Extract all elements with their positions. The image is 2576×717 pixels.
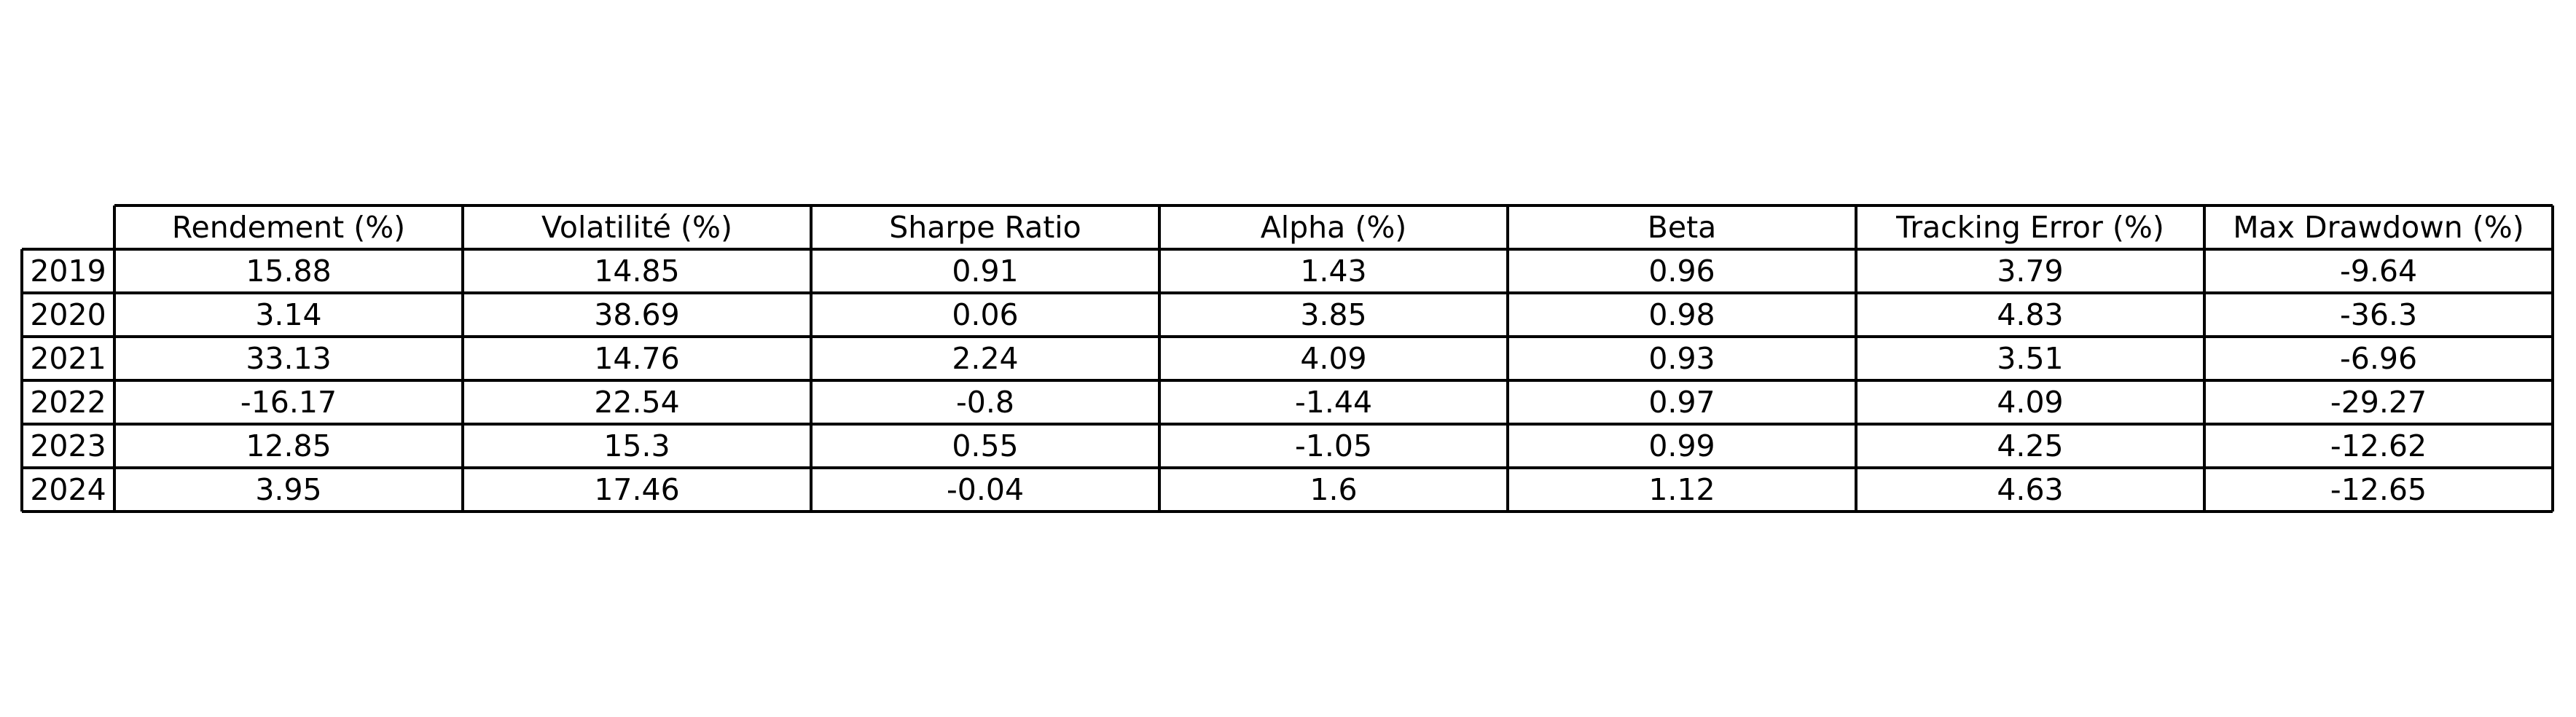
table-cell: 3.95 bbox=[255, 472, 321, 507]
table-cell: -0.8 bbox=[956, 385, 1014, 420]
table-cell: 17.46 bbox=[594, 472, 679, 507]
table-cells: Rendement (%) Volatilité (%) Sharpe Ratio A… bbox=[30, 210, 2524, 507]
table-cell: -16.17 bbox=[240, 385, 337, 420]
table-cell: 12.85 bbox=[246, 428, 331, 463]
table-cell: 3.51 bbox=[1997, 341, 2063, 376]
table-cell: 14.76 bbox=[594, 341, 679, 376]
row-label: 2023 bbox=[30, 428, 106, 463]
table-cell: 1.12 bbox=[1648, 472, 1715, 507]
table-cell: 3.85 bbox=[1300, 297, 1366, 332]
table-cell: 0.55 bbox=[952, 428, 1018, 463]
table-cell: -1.05 bbox=[1295, 428, 1372, 463]
table-cell: 4.09 bbox=[1997, 385, 2063, 420]
row-label: 2022 bbox=[30, 385, 106, 420]
table-cell: 14.85 bbox=[594, 254, 679, 289]
table-cell: 3.14 bbox=[255, 297, 321, 332]
table-cell: -9.64 bbox=[2340, 254, 2417, 289]
table-cell: 4.09 bbox=[1300, 341, 1366, 376]
column-header: Rendement (%) bbox=[172, 210, 405, 245]
table-cell: 15.3 bbox=[603, 428, 670, 463]
table-cell: 38.69 bbox=[594, 297, 679, 332]
table-cell: -6.96 bbox=[2340, 341, 2417, 376]
table-cell: -36.3 bbox=[2340, 297, 2417, 332]
table-cell: 0.98 bbox=[1648, 297, 1715, 332]
row-label: 2020 bbox=[30, 297, 106, 332]
column-header: Beta bbox=[1648, 210, 1717, 245]
table-cell: -12.65 bbox=[2330, 472, 2427, 507]
table-cell: 33.13 bbox=[246, 341, 331, 376]
column-header: Max Drawdown (%) bbox=[2233, 210, 2524, 245]
table-cell: 4.63 bbox=[1997, 472, 2063, 507]
table-cell: 1.43 bbox=[1300, 254, 1366, 289]
table-cell: -29.27 bbox=[2330, 385, 2427, 420]
table-cell: -0.04 bbox=[947, 472, 1024, 507]
table-cell: 3.79 bbox=[1997, 254, 2063, 289]
table-cell: -1.44 bbox=[1295, 385, 1372, 420]
table-grid bbox=[20, 204, 2554, 513]
column-header: Alpha (%) bbox=[1261, 210, 1407, 245]
table-cell: 4.25 bbox=[1997, 428, 2063, 463]
column-header: Tracking Error (%) bbox=[1895, 210, 2164, 245]
table-cell: 15.88 bbox=[246, 254, 331, 289]
column-header: Volatilité (%) bbox=[541, 210, 732, 245]
row-label: 2021 bbox=[30, 341, 106, 376]
table-cell: 0.99 bbox=[1648, 428, 1715, 463]
table-cell: 22.54 bbox=[594, 385, 679, 420]
table-cell: 0.91 bbox=[952, 254, 1018, 289]
table-cell: 4.83 bbox=[1997, 297, 2063, 332]
column-header: Sharpe Ratio bbox=[889, 210, 1081, 245]
table-cell: 0.97 bbox=[1648, 385, 1715, 420]
table-cell: 0.96 bbox=[1648, 254, 1715, 289]
row-label: 2019 bbox=[30, 254, 106, 289]
table-cell: 1.6 bbox=[1309, 472, 1357, 507]
table-cell: -12.62 bbox=[2330, 428, 2427, 463]
table-cell: 2.24 bbox=[952, 341, 1018, 376]
row-label: 2024 bbox=[30, 472, 106, 507]
table-cell: 0.06 bbox=[952, 297, 1018, 332]
table-cell: 0.93 bbox=[1648, 341, 1715, 376]
